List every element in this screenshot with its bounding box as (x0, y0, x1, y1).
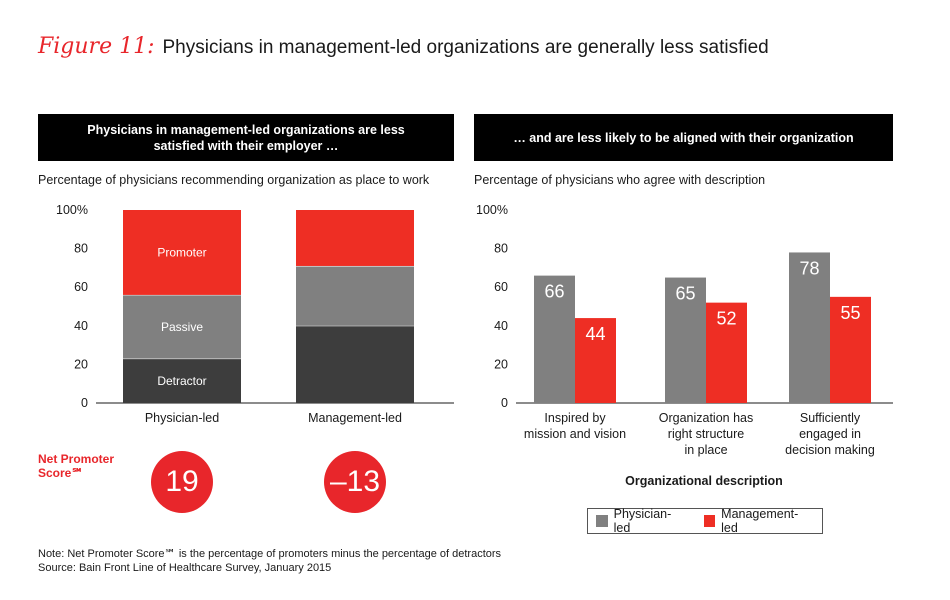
right-x-tick-label: Sufficiently (800, 411, 861, 425)
bar-value-label: 65 (675, 284, 695, 304)
right-panel-header: … and are less likely to be aligned with… (474, 114, 893, 161)
left-y-tick-label: 60 (74, 280, 88, 294)
figure-title: Figure 11: Physicians in management-led o… (38, 34, 769, 59)
left-x-tick-label: Physician-led (145, 411, 219, 425)
right-panel-header-text: … and are less likely to be aligned with… (513, 130, 854, 145)
bar-value-label: 78 (799, 258, 819, 278)
right-x-axis-title: Organizational description (625, 474, 783, 488)
bar-management (575, 318, 616, 403)
right-y-tick-label: 80 (494, 242, 508, 256)
left-y-tick-label: 20 (74, 357, 88, 371)
bar-physician (789, 252, 830, 403)
stacked-bar-segment-passive (123, 294, 241, 359)
nps-label: Net Promoter Score℠ (38, 452, 115, 480)
right-x-tick-label: mission and vision (524, 427, 626, 441)
segment-label-passive: Passive (161, 320, 203, 334)
bar-physician (665, 277, 706, 403)
legend-item-management: Management-led (696, 507, 812, 535)
bar-value-label: 44 (585, 324, 605, 344)
right-y-tick-label: 20 (494, 357, 508, 371)
right-y-tick-label: 60 (494, 280, 508, 294)
left-y-tick-label: 100% (56, 203, 88, 217)
legend-item-physician: Physician-led (588, 507, 686, 535)
nps-bubble-physician: 19 (151, 451, 213, 513)
segment-label-promoter: Promoter (157, 245, 206, 259)
legend-label-management: Management-led (721, 507, 799, 535)
stacked-bar-segment-detractor (123, 358, 241, 403)
left-panel-header: Physicians in management-led organizatio… (38, 114, 454, 161)
bar-value-label: 66 (544, 282, 564, 302)
right-x-tick-label: Inspired by (544, 411, 606, 425)
bar-management (706, 302, 747, 403)
bar-value-label: 52 (716, 309, 736, 329)
left-y-tick-label: 40 (74, 319, 88, 333)
right-panel-subtitle: Percentage of physicians who agree with … (474, 173, 766, 187)
bar-value-label: 55 (840, 303, 860, 323)
stacked-bar-segment-passive (296, 265, 414, 326)
right-y-tick-label: 0 (501, 396, 508, 410)
right-x-tick-label: decision making (785, 443, 875, 457)
right-y-tick-label: 100% (476, 203, 508, 217)
left-y-tick-label: 80 (74, 242, 88, 256)
figure-title-text: Physicians in management-led organizatio… (162, 37, 769, 58)
right-x-tick-label: right structure (668, 427, 744, 441)
right-x-tick-label: Organization has (659, 411, 754, 425)
right-y-tick-label: 40 (494, 319, 508, 333)
left-panel-subtitle: Percentage of physicians recommending or… (38, 173, 430, 187)
nps-bubble-management: –13 (324, 451, 386, 513)
stacked-bar-segment-detractor (296, 325, 414, 403)
legend-swatch-management (703, 515, 716, 527)
right-x-tick-label: engaged in (799, 427, 861, 441)
footnote-source: Source: Bain Front Line of Healthcare Su… (38, 562, 332, 574)
bar-physician (534, 275, 575, 403)
right-x-tick-label: in place (684, 443, 727, 457)
legend-label-physician: Physician-led (613, 507, 672, 535)
bar-management (830, 296, 871, 403)
legend-swatch-physician (596, 515, 608, 527)
footnote: Note: Net Promoter Score℠ is the percent… (38, 547, 501, 575)
stacked-bar-segment-promoter (123, 210, 241, 295)
left-x-tick-label: Management-led (308, 411, 402, 425)
legend: Physician-led Management-led (587, 507, 823, 535)
figure-label: Figure 11: (38, 34, 155, 59)
stacked-bar-segment-promoter (296, 210, 414, 266)
left-panel-header-text: Physicians in management-led organizatio… (87, 122, 405, 153)
footnote-note: Note: Net Promoter Score℠ is the percent… (38, 548, 502, 560)
segment-label-detractor: Detractor (157, 374, 206, 388)
left-y-tick-label: 0 (81, 396, 88, 410)
